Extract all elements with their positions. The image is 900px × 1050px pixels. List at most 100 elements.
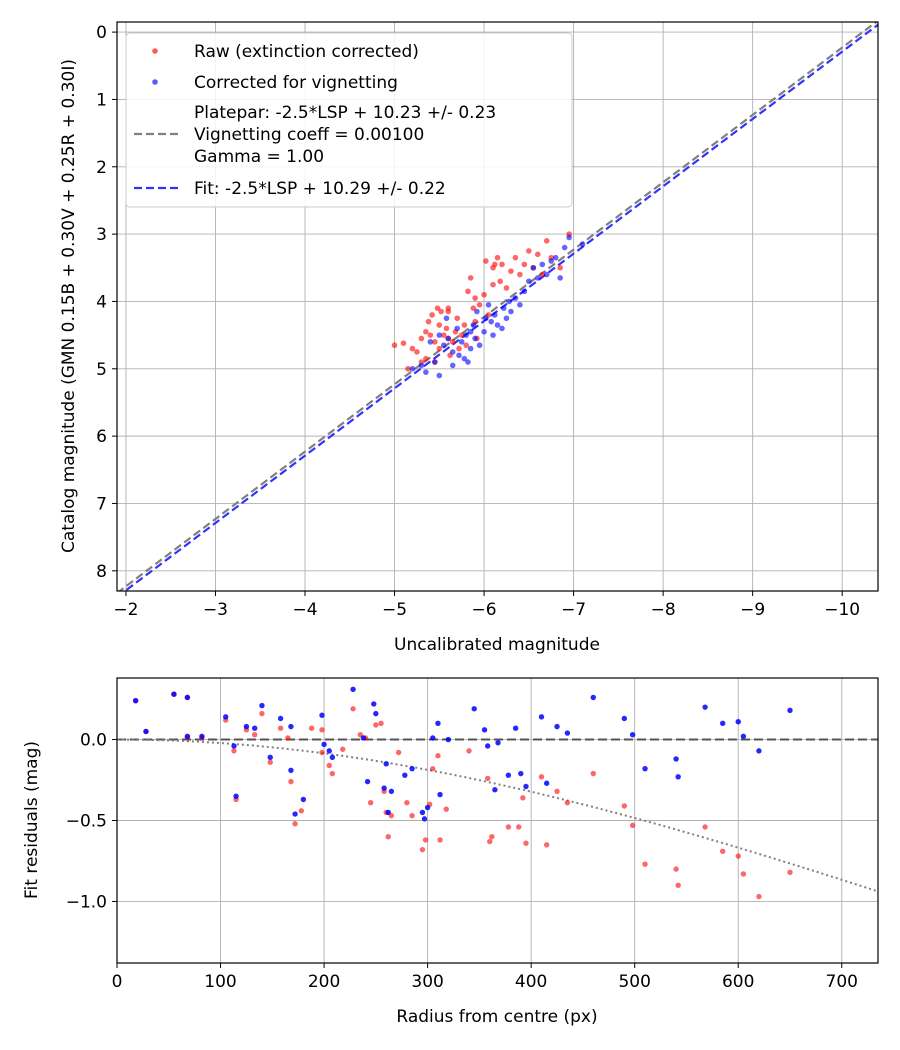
corrected-residual-point <box>673 756 679 762</box>
corrected-residual-point <box>492 787 498 793</box>
raw-residual-point <box>702 824 708 830</box>
corrected-residual-point <box>385 809 391 816</box>
top-y-ticks: 0 1 2 3 4 5 6 7 8 <box>96 23 117 582</box>
corrected-residual-point <box>495 740 501 746</box>
corrected-residual-point <box>629 731 636 738</box>
corrected-residual-point <box>554 723 560 730</box>
corrected-data-point <box>458 339 465 345</box>
corrected-residual-point <box>143 728 149 735</box>
corrected-residual-point <box>523 783 529 790</box>
top-y-tick-label: 6 <box>96 427 107 447</box>
corrected-data-point <box>454 325 461 332</box>
top-y-tick-label: 8 <box>96 562 107 582</box>
raw-residual-point <box>259 710 265 717</box>
legend: Raw (extinction corrected) Corrected for… <box>125 32 573 208</box>
corrected-residual-point <box>787 707 793 714</box>
corrected-data-point <box>427 339 434 345</box>
raw-residual-point <box>319 727 325 733</box>
corrected-residual-point <box>538 714 545 720</box>
corrected-residual-point <box>505 772 512 778</box>
raw-data-point <box>458 332 465 338</box>
raw-residual-point <box>675 882 681 888</box>
corrected-data-point <box>436 372 443 379</box>
raw-data-point <box>497 278 503 285</box>
top-y-tick-label: 5 <box>96 360 107 380</box>
raw-data-point <box>543 238 550 244</box>
bottom-y-tick-label: −0.5 <box>66 812 107 832</box>
corrected-residual-point <box>435 720 441 727</box>
raw-data-point <box>499 261 505 268</box>
bottom-y-axis-label: Fit residuals (mag) <box>22 741 42 899</box>
corrected-residual-point <box>445 736 452 743</box>
raw-residual-point <box>505 824 512 830</box>
raw-data-point <box>445 305 452 311</box>
raw-residual-point <box>673 866 679 872</box>
raw-residual-point <box>288 778 294 785</box>
corrected-residual-point <box>259 702 265 709</box>
raw-residual-point <box>787 869 793 876</box>
corrected-data-point <box>443 315 450 322</box>
corrected-data-point <box>534 275 541 281</box>
raw-residual-point <box>435 753 441 759</box>
top-x-tick-label: −4 <box>292 600 317 620</box>
raw-data-point <box>405 365 411 372</box>
corrected-data-point <box>526 278 532 285</box>
corrected-data-point <box>490 332 496 338</box>
raw-data-point <box>429 312 435 318</box>
raw-residual-point <box>735 853 741 859</box>
corrected-data-point <box>432 359 438 365</box>
raw-residual-point <box>489 833 495 840</box>
corrected-residual-point <box>350 686 356 693</box>
bottom-y-tick-label: 0.0 <box>80 731 107 751</box>
corrected-data-point <box>548 258 555 264</box>
top-fit-lines <box>117 22 878 591</box>
raw-data-point <box>432 339 438 345</box>
raw-residual-point <box>409 812 415 819</box>
raw-residual-point <box>520 795 526 801</box>
top-y-tick-label: 7 <box>96 494 107 514</box>
corrected-residual-point <box>424 804 431 811</box>
raw-data-point <box>423 328 429 335</box>
corrected-data-point <box>418 362 425 369</box>
bottom-x-tick-label: 600 <box>722 972 754 992</box>
residuals-plot: 0 100 200 300 400 500 600 700 0.0 −0.5 −1.0 Radiu… <box>22 677 879 1027</box>
top-scatter-points <box>391 231 586 379</box>
corrected-data-point <box>488 318 495 325</box>
corrected-data-point <box>481 328 487 335</box>
corrected-residual-point <box>735 719 741 725</box>
raw-residual-point <box>385 833 391 840</box>
corrected-data-point <box>530 264 537 271</box>
raw-residual-point <box>329 770 336 777</box>
corrected-residual-point <box>702 704 708 710</box>
bottom-x-tick-label: 300 <box>411 972 443 992</box>
top-y-tick-label: 1 <box>96 90 107 110</box>
corrected-data-point <box>543 271 550 278</box>
top-x-tick-label: −8 <box>651 600 676 620</box>
raw-data-point <box>423 355 429 362</box>
bottom-x-tick-label: 100 <box>204 972 236 992</box>
bottom-x-tick-label: 200 <box>308 972 340 992</box>
corrected-data-point <box>474 308 480 315</box>
raw-data-point <box>418 335 425 342</box>
corrected-residual-point <box>288 767 294 774</box>
corrected-data-point <box>517 302 523 308</box>
vignetting-curve <box>117 738 878 893</box>
raw-residual-point <box>484 775 491 782</box>
legend-label-vignetting: Vignetting coeff = 0.00100 <box>194 125 424 145</box>
raw-residual-point <box>350 706 356 712</box>
platepar-line <box>117 22 878 591</box>
corrected-residual-point <box>383 761 389 767</box>
raw-data-point <box>425 318 432 325</box>
raw-data-point <box>438 308 444 315</box>
raw-data-point <box>436 322 443 328</box>
corrected-residual-point <box>277 715 284 722</box>
corrected-data-point <box>506 298 512 305</box>
raw-residual-point <box>543 842 550 848</box>
legend-label-platepar: Platepar: -2.5*LSP + 10.23 +/- 0.23 <box>194 103 496 123</box>
corrected-residual-point <box>231 743 237 749</box>
top-x-tick-label: −6 <box>472 600 497 620</box>
raw-residual-point <box>252 731 258 738</box>
raw-data-point <box>503 285 510 291</box>
corrected-residual-point <box>437 791 443 798</box>
top-x-tick-label: −9 <box>740 600 765 620</box>
